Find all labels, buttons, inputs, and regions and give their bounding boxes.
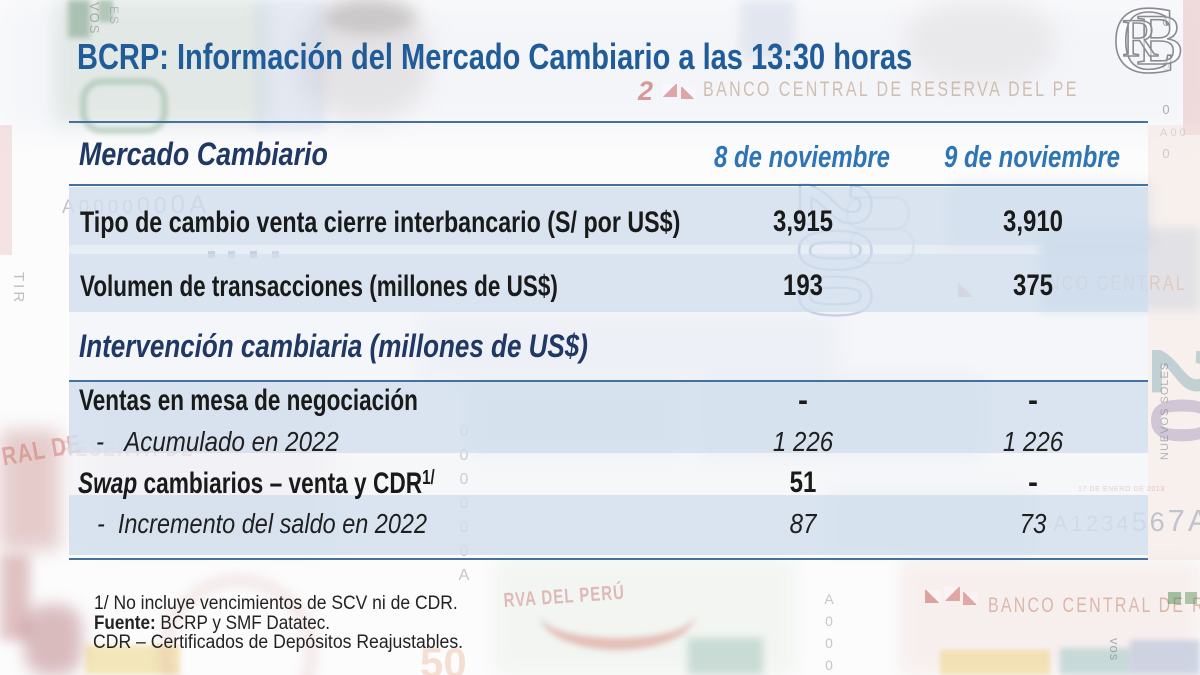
svg-text:vos: vos [1107, 638, 1122, 661]
svg-text:C: C [1112, 2, 1176, 78]
svg-text:R: R [1122, 8, 1158, 68]
svg-text:NUEVOS SOLES: NUEVOS SOLES [1159, 362, 1171, 460]
svg-text:ES: ES [107, 6, 121, 26]
svg-text:TIR: TIR [10, 272, 27, 305]
svg-text:VOS: VOS [87, 2, 102, 35]
svg-text:B: B [1136, 2, 1184, 78]
